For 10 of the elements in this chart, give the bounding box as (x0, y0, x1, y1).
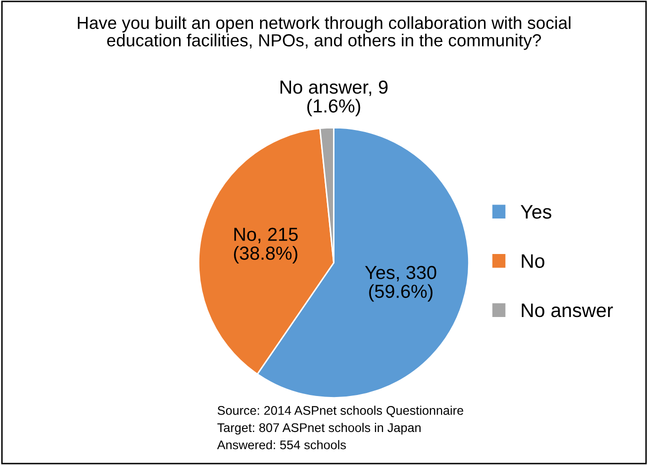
legend-label: Yes (520, 205, 552, 219)
data-label: No, 215 (38.8%) (234, 228, 298, 264)
data-label: Yes, 330 (59.6%) (365, 266, 436, 302)
chart-title: Have you built an open network through collaboration with social education facilities, NPOs, and others in the community? (78, 16, 570, 50)
text: Target: 807 ASPnet schools in Japan (217, 422, 421, 435)
legend-label: No (522, 254, 544, 268)
source-note: Source: 2014 ASPnet schools Questionnaire (218, 406, 464, 418)
data-label: No answer, 9 (1.6%) (280, 80, 388, 116)
text: Answered: 554 schools (217, 440, 346, 450)
legend-label: No answer (522, 304, 613, 318)
